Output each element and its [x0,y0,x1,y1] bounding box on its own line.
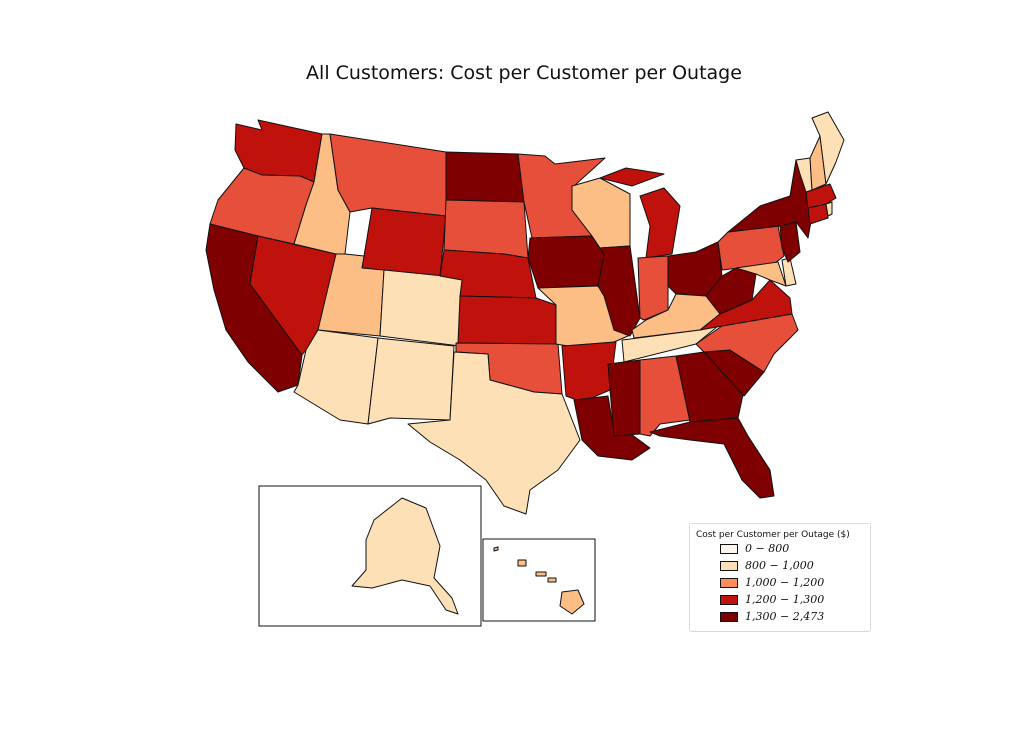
state-MA[interactable] [805,183,837,209]
state-FL[interactable] [649,417,775,499]
state-KS[interactable] [457,295,557,345]
state-MS[interactable] [607,359,641,437]
legend-label: 1,000 − 1,200 [745,576,825,589]
state-VT[interactable] [795,157,813,193]
state-NM[interactable] [367,337,455,425]
state-GA[interactable] [675,351,745,423]
legend-swatch [720,543,738,554]
state-CO[interactable] [379,269,465,347]
state-SD[interactable] [443,199,529,259]
state-TX[interactable] [407,351,581,515]
state-IA[interactable] [527,235,605,289]
state-IL[interactable] [597,245,641,337]
state-ND[interactable] [445,151,525,203]
state-AK[interactable] [351,497,459,615]
state-IN[interactable] [637,255,669,321]
legend-label: 1,300 − 2,473 [745,610,825,623]
legend-title: Cost per Customer per Outage ($) [696,530,850,540]
legend-swatch [720,560,738,571]
map-title: All Customers: Cost per Customer per Out… [306,62,742,84]
legend-item: 0 − 800 [720,540,870,557]
legend-swatch [720,611,738,622]
state-HI[interactable] [493,546,585,615]
state-LA[interactable] [573,395,651,461]
state-MT[interactable] [329,133,447,217]
legend-swatch [720,594,738,605]
legend-item: 800 − 1,000 [720,557,870,574]
state-TN[interactable] [621,325,719,363]
state-AR[interactable] [561,341,617,403]
legend-swatch [720,577,738,588]
legend-label: 800 − 1,000 [745,559,814,572]
legend-item: 1,000 − 1,200 [720,574,870,591]
state-WY[interactable] [361,207,447,277]
state-MD[interactable] [735,261,787,287]
legend-label: 1,200 − 1,300 [745,593,825,606]
legend-item: 1,200 − 1,300 [720,591,870,608]
legend-label: 0 − 800 [745,542,790,555]
state-RI[interactable] [825,201,833,217]
map-legend: Cost per Customer per Outage ($) 0 − 800… [689,523,871,632]
state-MI[interactable] [599,167,681,259]
state-ME[interactable] [811,111,845,185]
legend-item: 1,300 − 2,473 [720,608,870,625]
